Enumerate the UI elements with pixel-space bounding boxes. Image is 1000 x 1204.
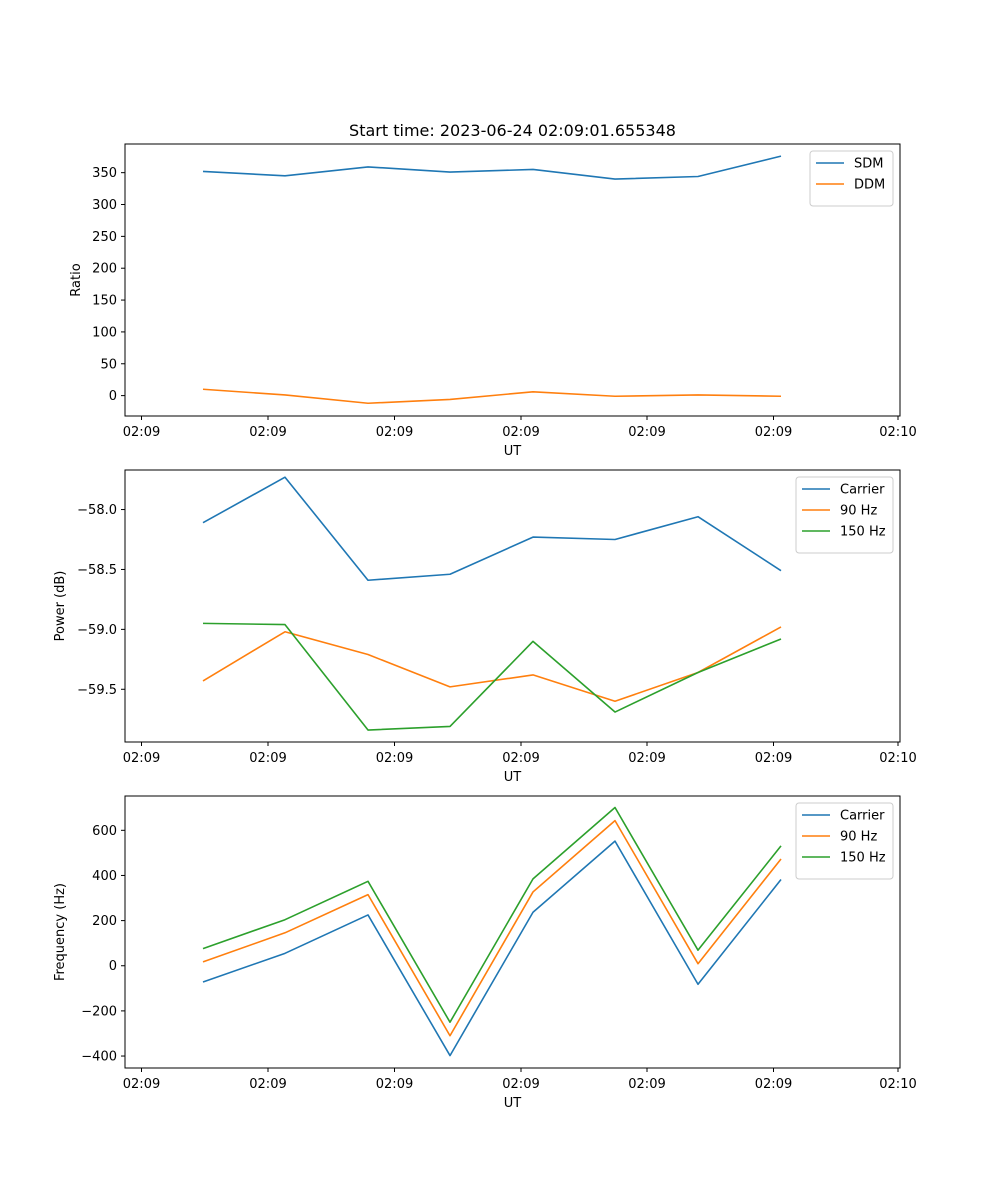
x-tick-label: 02:09 [376, 1077, 413, 1092]
series-line-90-hz [202, 819, 782, 1037]
x-tick-label: 02:09 [628, 1077, 665, 1092]
y-axis-label: Power (dB) [53, 571, 68, 642]
x-tick-label: 02:09 [376, 751, 413, 766]
legend-box [795, 802, 894, 880]
x-tick-label: 02:09 [123, 425, 160, 440]
y-axis-label: Ratio [69, 263, 84, 296]
y-tick-label: 600 [92, 824, 117, 839]
x-tick-label: 02:10 [879, 425, 916, 440]
series-line-carrier [202, 840, 782, 1057]
y-tick-label: −58.0 [77, 503, 117, 518]
y-tick-label: 250 [92, 230, 117, 245]
chart-panel-3: 02:09 02:09 02:09 02:09 02:09 02:09 02:10 −400 −… [53, 795, 917, 1111]
y-tick-label: 200 [92, 914, 117, 929]
y-tick-label: 0 [109, 389, 117, 404]
series-line-carrier [202, 476, 782, 582]
x-tick-label: 02:09 [502, 1077, 539, 1092]
x-tick-label: 02:09 [502, 751, 539, 766]
y-tick-label: −59.0 [77, 623, 117, 638]
series-line-150-hz [202, 622, 782, 731]
y-tick-label: 400 [92, 869, 117, 884]
legend: Carrier 90 Hz 150 Hz [795, 476, 894, 554]
x-tick-label: 02:09 [376, 425, 413, 440]
y-tick-label: 200 [92, 262, 117, 277]
y-tick-label: −200 [81, 1004, 117, 1019]
x-tick-label: 02:09 [249, 1077, 286, 1092]
legend: SDM DDM [809, 150, 894, 207]
legend-box [809, 150, 894, 207]
x-axis-label: UT [504, 770, 522, 785]
legend-label: Carrier [840, 483, 885, 498]
y-tick-label: 0 [109, 959, 117, 974]
series-line-ddm [202, 388, 782, 405]
y-tick-label: 50 [100, 357, 117, 372]
plot-area-frame [124, 143, 901, 417]
x-tick-label: 02:09 [755, 1077, 792, 1092]
x-axis-label: UT [504, 1096, 522, 1111]
x-axis-label: UT [504, 444, 522, 459]
series-line-sdm [202, 155, 782, 180]
x-tick-label: 02:10 [879, 1077, 916, 1092]
y-tick-label: 150 [92, 294, 117, 309]
x-tick-label: 02:09 [628, 425, 665, 440]
legend: Carrier 90 Hz 150 Hz [795, 802, 894, 880]
x-tick-label: 02:09 [502, 425, 539, 440]
series-line-150-hz [202, 806, 782, 1023]
legend-label: 90 Hz [840, 504, 877, 519]
y-tick-label: −59.5 [77, 683, 117, 698]
series-line-90-hz [202, 626, 782, 703]
y-axis-label: Frequency (Hz) [53, 883, 68, 981]
y-tick-label: 300 [92, 198, 117, 213]
y-tick-label: −400 [81, 1050, 117, 1065]
x-tick-label: 02:09 [755, 425, 792, 440]
legend-label: SDM [854, 157, 883, 172]
legend-label: 90 Hz [840, 830, 877, 845]
x-tick-label: 02:09 [628, 751, 665, 766]
x-tick-label: 02:09 [755, 751, 792, 766]
legend-label: Carrier [840, 809, 885, 824]
plot-area-frame [124, 795, 901, 1069]
x-tick-label: 02:10 [879, 751, 916, 766]
x-tick-label: 02:09 [249, 751, 286, 766]
plot-area-frame [124, 469, 901, 743]
legend-label: 150 Hz [840, 525, 886, 540]
legend-label: DDM [854, 178, 885, 193]
y-tick-label: 100 [92, 325, 117, 340]
x-tick-label: 02:09 [123, 1077, 160, 1092]
figure-title: Start time: 2023-06-24 02:09:01.655348 [349, 121, 676, 140]
y-tick-label: −58.5 [77, 563, 117, 578]
chart-panel-2: 02:09 02:09 02:09 02:09 02:09 02:09 02:10 −59.5… [53, 469, 917, 785]
x-tick-label: 02:09 [249, 425, 286, 440]
legend-label: 150 Hz [840, 851, 886, 866]
chart-panel-1: 02:09 02:09 02:09 02:09 02:09 02:09 02:10 0 50 10… [69, 143, 917, 459]
y-tick-label: 350 [92, 166, 117, 181]
x-tick-label: 02:09 [123, 751, 160, 766]
legend-box [795, 476, 894, 554]
